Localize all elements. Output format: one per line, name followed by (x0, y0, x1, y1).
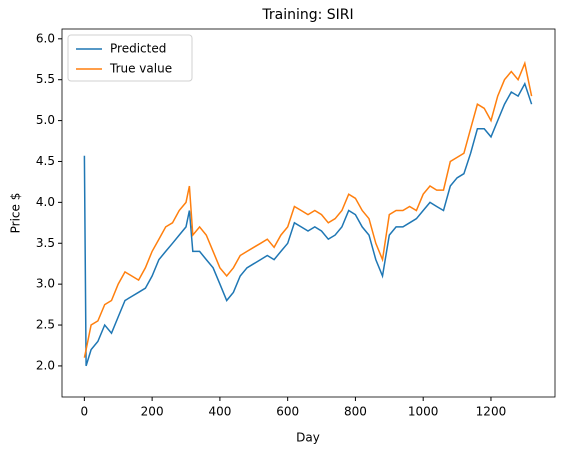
x-tick-label: 1000 (408, 405, 439, 419)
x-tick-label: 400 (208, 405, 231, 419)
x-tick-label: 600 (276, 405, 299, 419)
y-tick-label: 3.0 (36, 277, 55, 291)
data-line (83, 60, 533, 358)
y-tick-label: 4.5 (36, 154, 55, 168)
y-tick-label: 5.5 (36, 72, 55, 86)
x-axis-label: Day (296, 431, 320, 445)
x-tick-label: 200 (141, 405, 164, 419)
x-tick-label: 0 (81, 405, 89, 419)
y-tick-label: 2.5 (36, 318, 55, 332)
y-tick-label: 2.0 (36, 358, 55, 372)
legend-label: Predicted (110, 42, 166, 56)
y-tick-label: 3.5 (36, 236, 55, 250)
y-axis-label: Price $ (9, 193, 23, 234)
axes-frame (61, 28, 556, 398)
x-tick-label: 1200 (476, 405, 507, 419)
y-tick-label: 6.0 (36, 31, 55, 45)
data-line (83, 81, 533, 367)
y-tick-label: 5.0 (36, 113, 55, 127)
y-tick-label: 4.0 (36, 195, 55, 209)
x-tick-label: 800 (344, 405, 367, 419)
legend-label: True value (109, 62, 172, 76)
chart-title: Training: SIRI (261, 7, 353, 23)
